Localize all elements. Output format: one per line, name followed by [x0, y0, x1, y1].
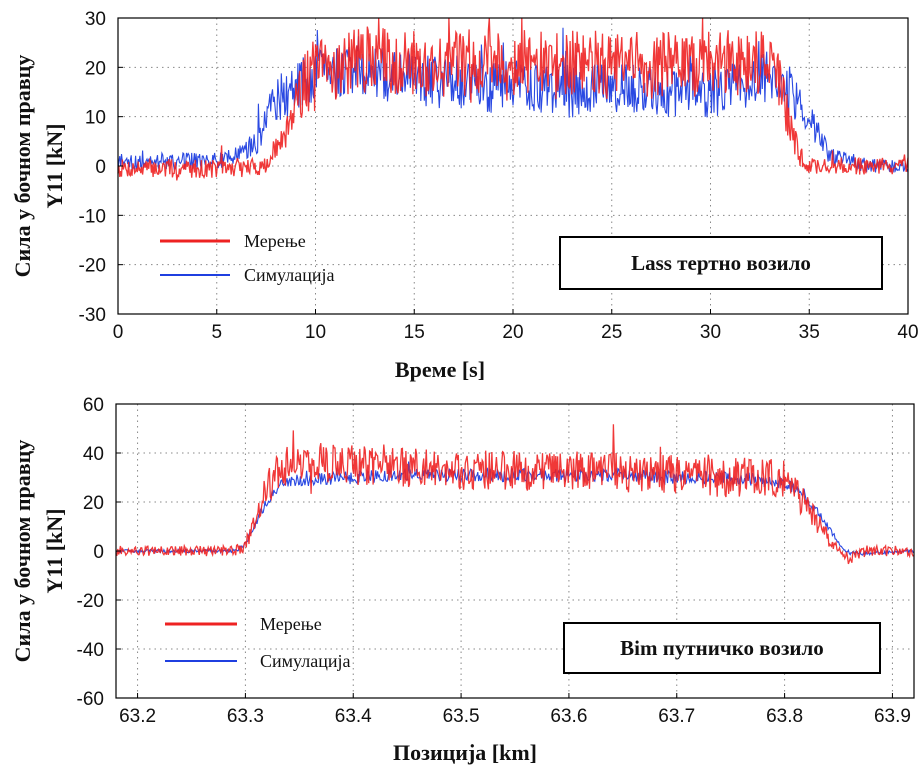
- legend-label-measured: Мерење: [260, 614, 322, 634]
- x-tick-label: 63.6: [550, 706, 587, 727]
- y-tick-label: -40: [77, 640, 104, 661]
- y-axis-label-line2: Y11 [kN]: [42, 509, 67, 594]
- x-tick-label: 15: [404, 322, 425, 343]
- series-layer: [115, 424, 915, 565]
- x-tick-label: 0: [113, 322, 124, 343]
- chart-bottom: 63.2 63.3 63.4 63.5 63.6 63.7 63.8 63.9 -60 -40 -2…: [10, 395, 915, 765]
- y-tick-label: -60: [77, 689, 104, 710]
- series-line-measured: [117, 17, 909, 181]
- annotation-box: [559, 236, 883, 290]
- x-tick-label: 10: [305, 322, 326, 343]
- x-tick-label: 30: [700, 322, 721, 343]
- x-tick-label: 20: [502, 322, 523, 343]
- x-tick-label: 63.7: [658, 706, 695, 727]
- x-tick-label: 35: [799, 322, 820, 343]
- y-tick-label: 10: [85, 108, 106, 129]
- y-tick-label: 40: [83, 444, 104, 465]
- annotation-text: Lass тертно возило: [631, 251, 811, 275]
- y-tick-label: -20: [79, 256, 106, 277]
- x-axis-label: Позиција [km]: [393, 740, 537, 765]
- y-tick-label: -20: [77, 591, 104, 612]
- y-tick-label: 0: [95, 157, 106, 178]
- ticks: 63.2 63.3 63.4 63.5 63.6 63.7 63.8 63.9 -60 -40 -2…: [77, 395, 911, 727]
- series-line-simulated: [117, 27, 909, 173]
- y-axis-label-line1: Сила у бочном правцу: [10, 55, 35, 278]
- legend-label-measured: Мерење: [244, 231, 306, 251]
- legend-label-simulated: Симулација: [244, 265, 334, 285]
- x-tick-label: 63.9: [874, 706, 911, 727]
- legend: Мерење Симулација: [160, 231, 334, 285]
- legend: Мерење Симулација: [165, 614, 350, 671]
- grid: [116, 404, 914, 698]
- y-tick-label: 20: [85, 58, 106, 79]
- chart-top: 0 5 10 15 20 25 30 35 40 -30 -20 -10 0 10 20 30 Време […: [10, 9, 919, 382]
- x-axis-label: Време [s]: [395, 357, 485, 382]
- x-tick-label: 5: [211, 322, 222, 343]
- y-tick-label: 0: [93, 542, 104, 563]
- x-tick-label: 63.2: [119, 706, 156, 727]
- x-tick-label: 63.3: [227, 706, 264, 727]
- legend-label-simulated: Симулација: [260, 651, 350, 671]
- series-line-measured: [115, 424, 915, 565]
- annotation-text: Bim путничко возило: [620, 636, 824, 660]
- y-tick-label: 30: [85, 9, 106, 30]
- y-tick-label: 60: [83, 395, 104, 416]
- x-tick-label: 40: [897, 322, 918, 343]
- annotation-box: [563, 622, 881, 674]
- y-tick-label: -30: [79, 305, 106, 326]
- series-layer: [117, 17, 909, 181]
- y-axis-label-line1: Сила у бочном правцу: [10, 440, 35, 663]
- y-tick-label: 20: [83, 493, 104, 514]
- x-tick-label: 63.5: [443, 706, 480, 727]
- x-tick-label: 63.4: [335, 706, 372, 727]
- x-tick-label: 63.8: [766, 706, 803, 727]
- y-axis-label-line2: Y11 [kN]: [42, 124, 67, 209]
- y-tick-label: -10: [79, 206, 106, 227]
- ticks: 0 5 10 15 20 25 30 35 40 -30 -20 -10 0 10 20 30: [79, 9, 919, 343]
- x-tick-label: 25: [601, 322, 622, 343]
